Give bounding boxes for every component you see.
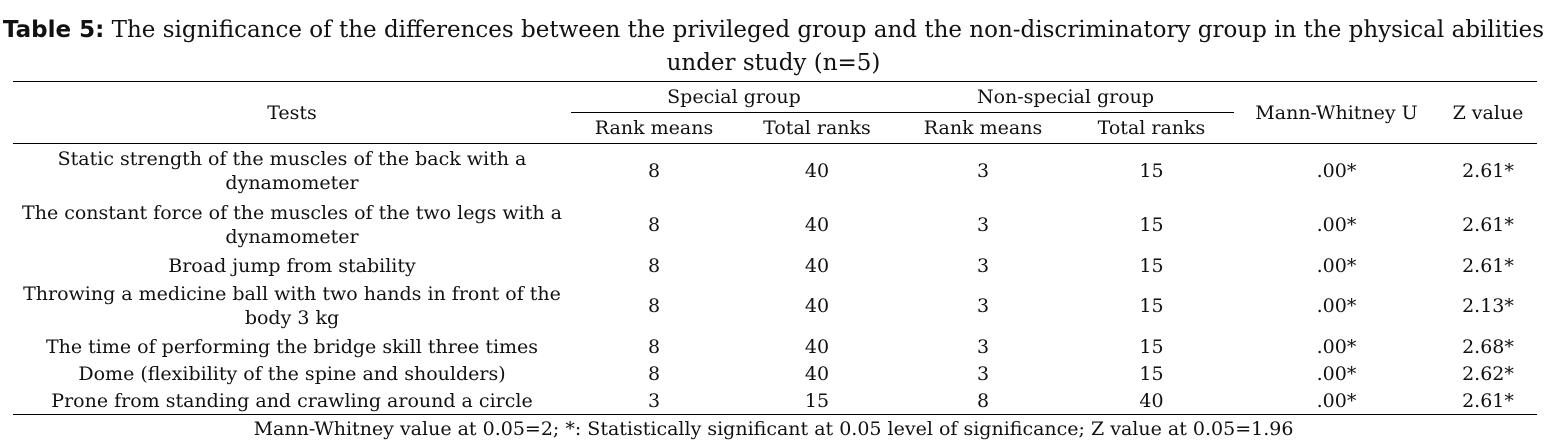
cell-special-rank-mean: 8 — [647, 362, 661, 385]
table-caption-text: The significance of the differences betw… — [111, 17, 1545, 76]
cell-z-value: 2.61* — [1462, 389, 1514, 412]
cell-nonspecial-total: 15 — [1139, 160, 1164, 182]
cell-z-value: 2.61* — [1462, 254, 1514, 277]
cell-nonspecial-total: 15 — [1139, 335, 1164, 358]
cell-z-value: 2.13* — [1462, 295, 1514, 317]
header-mann-whitney: Mann-Whitney U — [1255, 101, 1418, 124]
cell-test: The time of performing the bridge skill … — [45, 335, 539, 358]
cell-test: Broad jump from stability — [168, 254, 416, 277]
cell-mann-whitney: .00* — [1316, 389, 1357, 412]
cell-mann-whitney: .00* — [1316, 214, 1357, 236]
cell-special-rank-mean: 8 — [647, 214, 661, 236]
header-special-rank-means: Rank means — [594, 117, 714, 139]
table-footnote: Mann-Whitney value at 0.05=2; *: Statist… — [253, 418, 1294, 440]
cell-test: Static strength of the muscles of the ba… — [57, 148, 527, 194]
cell-special-total: 15 — [804, 389, 830, 412]
cell-special-rank-mean: 8 — [647, 295, 661, 317]
table-caption-label: Table 5: — [2, 17, 105, 43]
header-nonspecial-rank-means: Rank means — [923, 117, 1043, 139]
cell-nonspecial-rank-mean: 3 — [976, 362, 990, 385]
cell-mann-whitney: .00* — [1316, 254, 1357, 277]
cell-special-total: 40 — [804, 295, 830, 317]
table-row: The time of performing the bridge skill … — [13, 333, 1537, 360]
cell-z-value: 2.61* — [1462, 160, 1514, 182]
results-table: Tests Special group Non-special group Ma… — [13, 81, 1537, 415]
cell-z-value: 2.61* — [1462, 214, 1514, 236]
header-special-total-ranks: Total ranks — [763, 117, 871, 139]
header-z-value: Z value — [1452, 101, 1524, 124]
table-row: Dome (flexibility of the spine and shoul… — [13, 360, 1537, 387]
cell-special-total: 40 — [804, 160, 830, 182]
cell-test: Prone from standing and crawling around … — [51, 389, 533, 412]
cell-nonspecial-rank-mean: 3 — [976, 295, 990, 317]
table-row: Static strength of the muscles of the ba… — [13, 144, 1537, 199]
table-row: Prone from standing and crawling around … — [13, 387, 1537, 415]
header-row-groups: Tests Special group Non-special group Ma… — [13, 81, 1537, 124]
table-row: Throwing a medicine ball with two hands … — [13, 279, 1537, 333]
cell-nonspecial-total: 15 — [1139, 362, 1164, 385]
cell-special-total: 40 — [804, 254, 830, 277]
header-tests: Tests — [267, 101, 317, 124]
table-row: Broad jump from stability 8 40 3 15 .00*… — [13, 252, 1537, 279]
cell-nonspecial-total: 15 — [1139, 214, 1164, 236]
cell-mann-whitney: .00* — [1316, 335, 1357, 358]
header-special-group: Special group — [571, 81, 897, 113]
header-row-subcolumns: Rank means Total ranks Rank means Total … — [13, 113, 1537, 144]
cell-nonspecial-total: 40 — [1139, 389, 1164, 412]
cell-mann-whitney: .00* — [1316, 295, 1357, 317]
table-row: The constant force of the muscles of the… — [13, 198, 1537, 252]
cell-z-value: 2.68* — [1462, 335, 1514, 358]
cell-nonspecial-total: 15 — [1139, 254, 1164, 277]
cell-special-rank-mean: 8 — [647, 335, 661, 358]
cell-special-rank-mean: 8 — [647, 254, 661, 277]
cell-test: Throwing a medicine ball with two hands … — [23, 283, 561, 329]
cell-nonspecial-total: 15 — [1139, 295, 1164, 317]
cell-special-rank-mean: 8 — [647, 160, 661, 182]
header-non-special-group: Non-special group — [897, 81, 1234, 113]
cell-special-total: 40 — [804, 362, 830, 385]
cell-special-total: 40 — [804, 214, 830, 236]
cell-special-total: 40 — [804, 335, 830, 358]
cell-mann-whitney: .00* — [1316, 160, 1357, 182]
cell-nonspecial-rank-mean: 3 — [976, 214, 990, 236]
cell-special-rank-mean: 3 — [647, 389, 661, 412]
cell-z-value: 2.62* — [1462, 362, 1514, 385]
cell-mann-whitney: .00* — [1316, 362, 1357, 385]
table-caption: Table 5: The significance of the differe… — [0, 14, 1547, 80]
cell-test: The constant force of the muscles of the… — [22, 202, 562, 248]
cell-test: Dome (flexibility of the spine and shoul… — [78, 362, 506, 385]
cell-nonspecial-rank-mean: 3 — [976, 335, 990, 358]
cell-nonspecial-rank-mean: 3 — [976, 160, 990, 182]
cell-nonspecial-rank-mean: 3 — [976, 254, 990, 277]
cell-nonspecial-rank-mean: 8 — [976, 389, 990, 412]
header-nonspecial-total-ranks: Total ranks — [1097, 117, 1206, 139]
